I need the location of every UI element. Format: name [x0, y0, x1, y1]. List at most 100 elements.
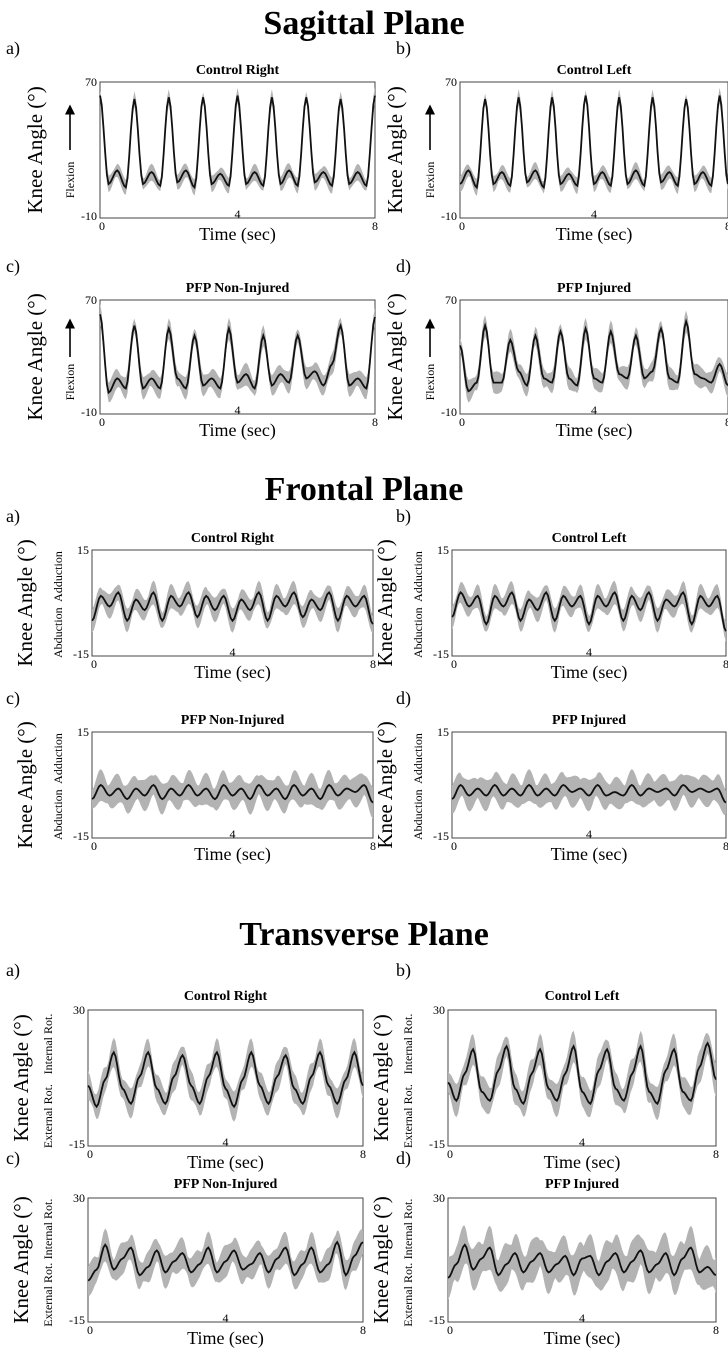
x-tick-label: 8 [370, 657, 376, 671]
y-tick-label-bottom: -15 [429, 1313, 445, 1327]
negative-direction-label: External Rot. [41, 1084, 55, 1148]
negative-direction-label: External Rot. [401, 1084, 415, 1148]
x-tick-label: 8 [713, 1323, 719, 1337]
plot-frame [99, 299, 376, 415]
sd-band [92, 769, 373, 819]
y-tick-label-bottom: -15 [429, 1137, 445, 1151]
sd-band [92, 580, 373, 633]
x-tick-label: 4 [235, 207, 241, 221]
section-frontal-plane: Frontal Plane a) Control Right Knee Angle (… [6, 471, 728, 865]
y-axis-label: Knee Angle (°) [383, 86, 407, 213]
y-axis-label: Knee Angle (°) [373, 721, 397, 848]
y-axis-label: Knee Angle (°) [369, 1196, 393, 1323]
positive-direction-label: Adduction [51, 733, 65, 784]
panel-1-d: d) PFP Injured Knee Angle (°) Flexion 70 -100… [383, 256, 728, 441]
x-tick-label: 8 [360, 1323, 366, 1337]
panel-title: PFP Injured [552, 713, 626, 728]
sd-band [452, 580, 726, 642]
panel-title: Control Left [557, 63, 632, 78]
plot-frame [451, 549, 727, 657]
y-tick-label-top: 15 [437, 725, 449, 739]
y-axis-label: Knee Angle (°) [23, 293, 47, 420]
x-axis-label: Time (sec) [187, 1328, 264, 1349]
x-tick-label: 4 [591, 207, 597, 221]
mean-angle-line [447, 1041, 717, 1106]
panel-letter: c) [6, 688, 20, 709]
y-tick-label-top: 70 [85, 293, 97, 307]
plot-frame [91, 731, 374, 839]
x-axis-label: Time (sec) [544, 1328, 621, 1349]
panel-3-b: b) Control Left Knee Angle (°) Internal Rot… [369, 960, 719, 1173]
panel-2-b: b) Control Left Knee Angle (°) Adduction Abd… [373, 506, 728, 683]
x-axis-label: Time (sec) [551, 662, 628, 683]
panel-2-c: c) PFP Non-Injured Knee Angle (°) Adduction… [6, 688, 376, 865]
positive-direction-label: Flexion [423, 162, 437, 199]
y-tick-label-top: 15 [437, 543, 449, 557]
x-axis-label: Time (sec) [199, 420, 276, 441]
y-tick-label-bottom: -15 [433, 829, 449, 843]
positive-direction-label: Internal Rot. [401, 1014, 415, 1075]
x-tick-label: 4 [235, 403, 241, 417]
panel-letter: d) [396, 256, 411, 277]
section-sagittal-plane: Sagittal Plane a) Control Right Knee Angle … [6, 5, 728, 441]
panel-title: Control Right [191, 531, 275, 546]
mean-angle-line [91, 783, 374, 804]
panel-title: PFP Injured [545, 1177, 619, 1192]
x-tick-label: 4 [230, 645, 236, 659]
mean-angle-line [87, 1050, 364, 1109]
negative-direction-label: Abduction [51, 789, 65, 840]
y-axis-label: Knee Angle (°) [13, 539, 37, 666]
section-transverse-plane: Transverse Plane a) Control Right Knee Angl… [6, 916, 719, 1349]
x-tick-label: 4 [230, 827, 236, 841]
panel-title: Control Right [196, 63, 280, 78]
plot-frame [99, 81, 376, 219]
y-tick-label-bottom: -10 [81, 209, 97, 223]
plot-frame [87, 1197, 364, 1323]
panel-2-d: d) PFP Injured Knee Angle (°) Adduction Abdu… [373, 688, 728, 865]
x-tick-label: 0 [459, 219, 465, 233]
plot-frame [459, 299, 728, 415]
panel-title: PFP Non-Injured [186, 281, 290, 296]
mean-angle-line [451, 590, 727, 632]
panel-title: Control Left [545, 989, 620, 1004]
panel-letter: d) [396, 1148, 411, 1169]
y-tick-label-top: 30 [433, 1003, 445, 1017]
panel-1-b: b) Control Left Knee Angle (°) Flexion 70 -10… [383, 38, 728, 245]
positive-direction-label: Internal Rot. [41, 1199, 55, 1260]
panel-letter: d) [396, 688, 411, 709]
flexion-arrow-head [425, 318, 435, 329]
x-tick-label: 0 [91, 657, 97, 671]
mean-angle-line [451, 783, 727, 804]
positive-direction-label: Adduction [51, 551, 65, 602]
section-title: Sagittal Plane [263, 5, 464, 42]
x-tick-label: 8 [372, 219, 378, 233]
y-tick-label-bottom: -10 [81, 405, 97, 419]
negative-direction-label: External Rot. [401, 1263, 415, 1327]
panel-3-d: d) PFP Injured Knee Angle (°) Internal Rot.… [369, 1148, 719, 1349]
x-axis-label: Time (sec) [187, 1152, 264, 1173]
x-axis-label: Time (sec) [544, 1152, 621, 1173]
x-axis-label: Time (sec) [199, 224, 276, 245]
x-tick-label: 8 [370, 839, 376, 853]
positive-direction-label: Adduction [411, 551, 425, 602]
x-tick-label: 0 [87, 1147, 93, 1161]
y-tick-label-top: 30 [73, 1191, 85, 1205]
panel-title: PFP Non-Injured [174, 1177, 278, 1192]
y-tick-label-bottom: -15 [69, 1313, 85, 1327]
flexion-arrow-head [425, 104, 435, 115]
panel-2-a: a) Control Right Knee Angle (°) Adduction Ab… [6, 506, 376, 683]
section-title: Transverse Plane [239, 916, 489, 953]
y-tick-label-bottom: -10 [441, 209, 457, 223]
y-tick-label-top: 70 [85, 75, 97, 89]
x-tick-label: 8 [360, 1147, 366, 1161]
x-tick-label: 4 [579, 1135, 585, 1149]
x-tick-label: 4 [223, 1135, 229, 1149]
positive-direction-label: Internal Rot. [401, 1199, 415, 1260]
x-tick-label: 8 [372, 415, 378, 429]
mean-angle-line [87, 1240, 364, 1282]
positive-direction-label: Flexion [63, 162, 77, 199]
x-tick-label: 0 [451, 839, 457, 853]
panel-3-a: a) Control Right Knee Angle (°) Internal Ro… [6, 960, 366, 1173]
plot-frame [87, 1009, 364, 1147]
